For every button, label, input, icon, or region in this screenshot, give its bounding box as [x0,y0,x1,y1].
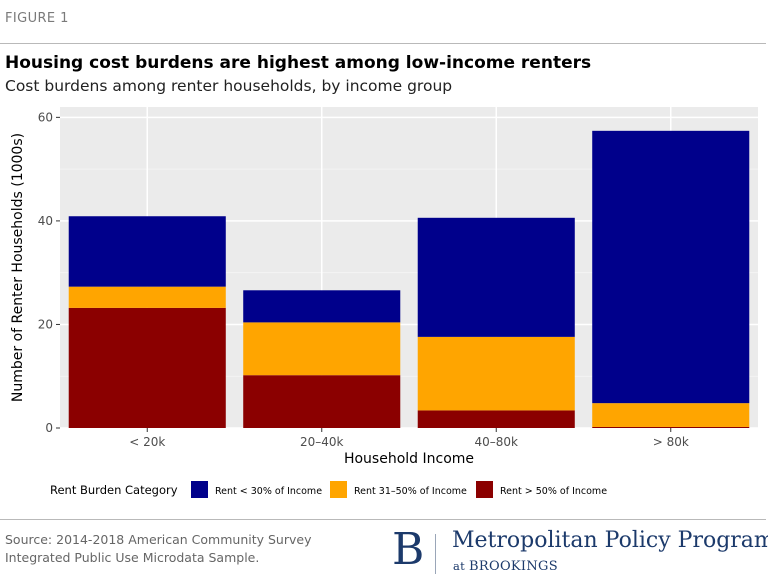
bar-segment [417,410,575,428]
x-tick-label: < 20k [129,435,165,449]
bottom-divider [0,519,766,520]
brookings-b-logo: B [392,524,425,575]
legend-key [330,481,347,498]
x-axis-title: Household Income [344,451,474,467]
x-tick-label: 40–80k [475,435,519,449]
y-tick-label: 20 [38,317,53,331]
legend: Rent Burden Category Rent < 30% of Income… [50,481,607,498]
legend-label: Rent > 50% of Income [500,486,607,497]
legend-title: Rent Burden Category [50,483,178,497]
top-divider [0,43,766,44]
bar-segment [243,322,401,376]
logo-divider [435,534,436,574]
legend-label: Rent < 30% of Income [215,486,322,497]
chart-subtitle: Cost burdens among renter households, by… [5,77,453,95]
bar-segment [68,286,226,308]
brookings-wordmark: at BROOKINGS [453,559,558,574]
bar-segment [417,336,575,411]
bar-segment [68,216,226,287]
source-line-1: Source: 2014-2018 American Community Sur… [5,532,312,547]
legend-key [191,481,208,498]
bar-segment [243,290,401,323]
source-line-2: Integrated Public Use Microdata Sample. [5,550,260,565]
logo-at: at [453,559,466,573]
x-tick-label: > 80k [653,435,689,449]
figure-label: FIGURE 1 [5,11,69,26]
bar-segment [68,307,226,428]
stacked-bar-chart: 0 20 40 60 < 20k 20–40k 40–80k > 80k Household I… [10,107,758,498]
y-tick-label: 40 [38,214,53,228]
bar-segment [417,217,575,337]
legend-key [476,481,493,498]
bar-segment [592,130,750,404]
bar-segment [243,375,401,428]
legend-label: Rent 31–50% of Income [354,486,467,497]
y-tick-label: 0 [45,421,53,435]
bar-segment [592,403,750,427]
axes: 0 20 40 60 < 20k 20–40k 40–80k > 80k Household I… [10,110,689,467]
bar-segment [592,426,750,428]
source-note: Source: 2014-2018 American Community Sur… [5,531,311,567]
chart-title: Housing cost burdens are highest among l… [5,53,592,73]
y-axis-title: Number of Renter Households (1000s) [10,133,26,402]
logo-org: BROOKINGS [469,559,558,574]
program-name: Metropolitan Policy Program [452,528,768,553]
x-tick-label: 20–40k [300,435,344,449]
y-tick-label: 60 [38,110,53,124]
bars [68,130,750,428]
